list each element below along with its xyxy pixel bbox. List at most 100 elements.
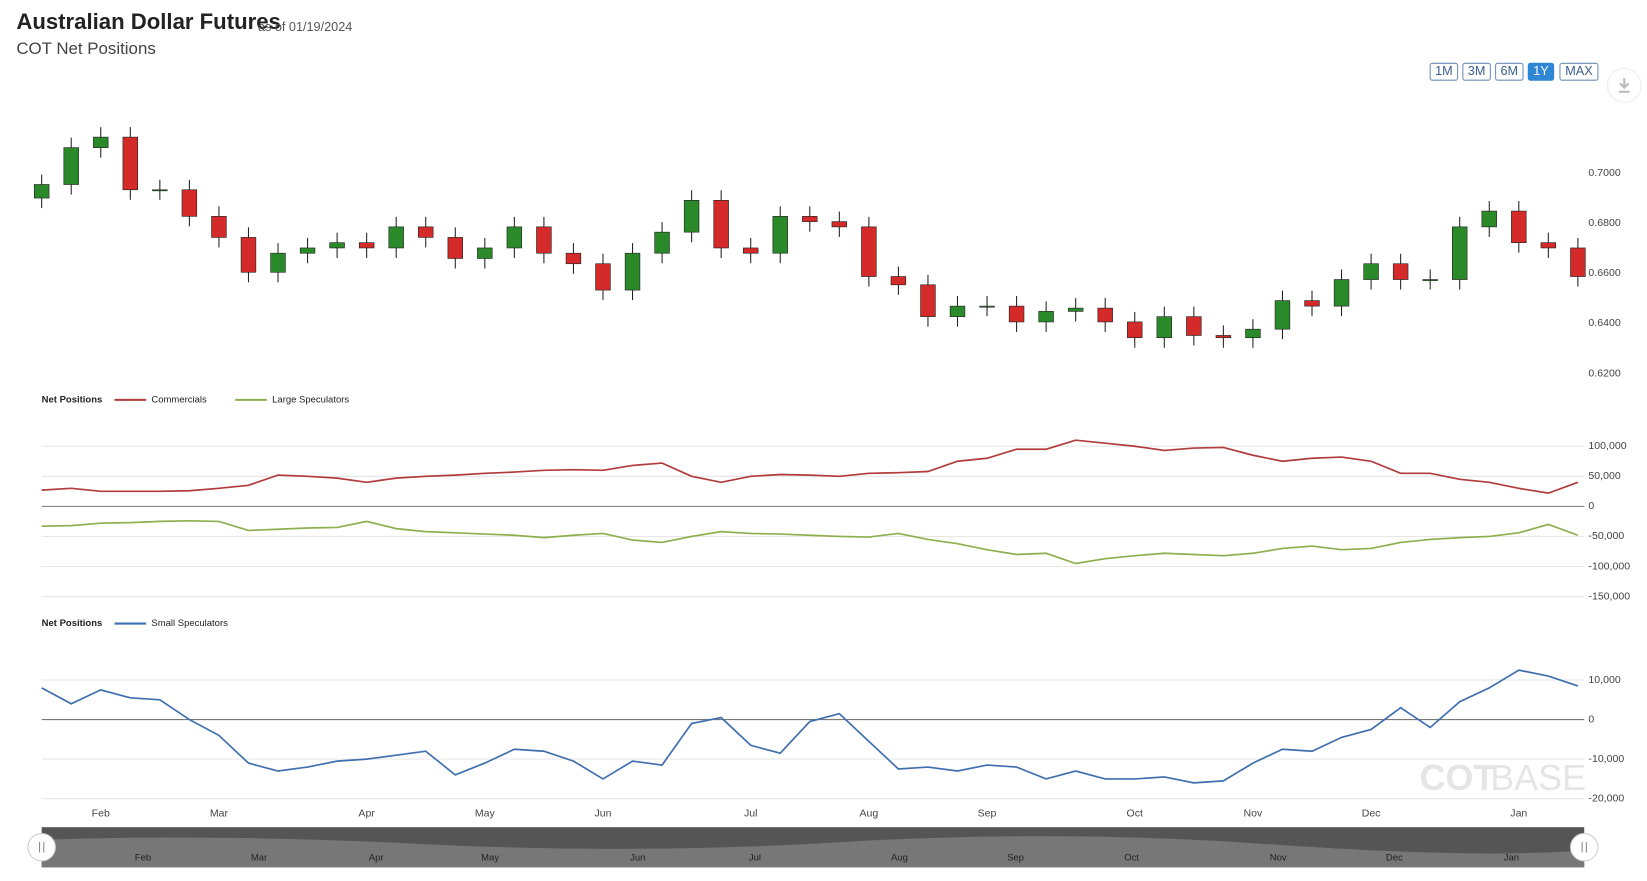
legend-label[interactable]: Commercials — [151, 394, 207, 405]
candle-body — [654, 231, 670, 254]
candle-body — [1008, 305, 1025, 323]
button-label: MAX — [1565, 64, 1593, 78]
navigator-month: Jan — [1504, 852, 1519, 863]
candle-body — [1186, 316, 1202, 336]
navigator-month: Jul — [749, 852, 761, 863]
range-button[interactable]: 1M — [1429, 62, 1459, 81]
x-tick-label: May — [475, 807, 496, 819]
candle-body — [1422, 279, 1438, 281]
candle-body — [299, 247, 316, 254]
x-tick-label: Dec — [1362, 807, 1381, 819]
navigator-month: Apr — [369, 852, 384, 863]
candle-body — [920, 284, 936, 317]
x-tick-label: Sep — [978, 807, 997, 819]
candle-body — [1392, 263, 1409, 280]
button-box — [1527, 62, 1555, 81]
legend-title: Net Positions — [42, 394, 103, 405]
y-tick-label: -10,000 — [1588, 753, 1624, 765]
candle-body — [1363, 263, 1379, 280]
range-button[interactable]: 1Y — [1527, 62, 1555, 81]
navigator-handle[interactable] — [1569, 832, 1599, 862]
navigator-month: Jun — [630, 852, 645, 863]
candle-body — [1304, 300, 1320, 307]
navigator-month: Dec — [1386, 852, 1403, 863]
range-button[interactable]: 3M — [1462, 62, 1491, 81]
handle-knob — [27, 832, 56, 862]
candle-body — [713, 199, 729, 249]
button-box — [1559, 62, 1599, 81]
candle-body — [624, 252, 641, 291]
navigator-month: Mar — [251, 852, 267, 863]
candle-body — [33, 184, 50, 199]
watermark-accent: BASE — [1490, 758, 1586, 798]
range-button[interactable]: 6M — [1495, 62, 1524, 81]
button-box — [1495, 62, 1524, 81]
title: Australian Dollar Futures — [16, 9, 281, 34]
navigator-month: Nov — [1270, 852, 1287, 863]
navigator-month: Oct — [1124, 852, 1139, 863]
candle-body — [772, 216, 788, 254]
legend-label[interactable]: Large Speculators — [272, 394, 349, 405]
series-line — [41, 439, 1579, 495]
as-of: as of 01/19/2024 — [258, 20, 352, 34]
candle-body — [93, 136, 109, 148]
handle-grip — [1581, 841, 1587, 853]
y-tick-label: 0 — [1588, 500, 1594, 512]
button-label: 1Y — [1533, 64, 1549, 78]
candle-body — [1333, 279, 1350, 307]
watermark: COT BASE — [1420, 758, 1586, 798]
button-label: 3M — [1468, 64, 1486, 78]
y-tick-label: 0.6800 — [1588, 217, 1620, 229]
candle-body — [152, 189, 168, 192]
candle-body — [802, 216, 818, 222]
candle-body — [861, 226, 877, 277]
candle-body — [1127, 321, 1143, 339]
candle-body — [1511, 210, 1527, 244]
navigator-area — [41, 836, 1585, 868]
navigator-month: May — [481, 852, 499, 863]
candle-body — [270, 252, 286, 273]
candle-body — [506, 226, 523, 249]
candle-body — [63, 147, 79, 185]
candle-body — [1097, 307, 1113, 323]
candle-body — [240, 237, 257, 273]
candle-body — [477, 247, 493, 259]
download[interactable] — [1606, 68, 1642, 103]
candle-body — [1156, 316, 1172, 339]
x-tick-label: Apr — [358, 807, 375, 819]
y-tick-label: 10,000 — [1588, 674, 1620, 686]
candle-body — [447, 237, 463, 259]
watermark-main: COT — [1420, 758, 1496, 798]
candle-body — [742, 247, 759, 254]
navigator-month: Aug — [891, 852, 908, 863]
navigator-month: Sep — [1007, 852, 1024, 863]
candle-body — [949, 305, 966, 317]
candle-body — [595, 263, 611, 291]
y-tick-label: -50,000 — [1588, 530, 1624, 542]
y-tick-label: 0 — [1588, 713, 1594, 725]
x-tick-label: Jul — [744, 807, 757, 819]
x-tick-label: Mar — [210, 807, 229, 819]
legend-label[interactable]: Small Speculators — [151, 618, 228, 629]
candle-body — [1038, 311, 1054, 323]
y-tick-label: -100,000 — [1588, 560, 1630, 572]
candle-body — [536, 226, 552, 254]
candle-body — [1215, 335, 1232, 339]
button-label: 1M — [1435, 64, 1453, 78]
candle-body — [329, 242, 345, 249]
legend-title: Net Positions — [42, 618, 103, 629]
y-tick-label: 0.6400 — [1588, 317, 1620, 329]
candle-body — [1570, 247, 1586, 277]
navigator-handle[interactable] — [27, 832, 56, 862]
button-box — [1429, 62, 1459, 81]
candle-body — [1452, 226, 1468, 280]
x-tick-label: Jun — [594, 807, 611, 819]
y-tick-label: 0.6600 — [1588, 267, 1620, 279]
series-line — [41, 669, 1579, 784]
candle-body — [683, 199, 700, 233]
range-button[interactable]: MAX — [1559, 62, 1599, 81]
handle-knob — [1569, 832, 1599, 862]
candle-body — [1274, 300, 1291, 330]
handle-grip — [39, 841, 45, 853]
navigator-month: Feb — [135, 852, 151, 863]
